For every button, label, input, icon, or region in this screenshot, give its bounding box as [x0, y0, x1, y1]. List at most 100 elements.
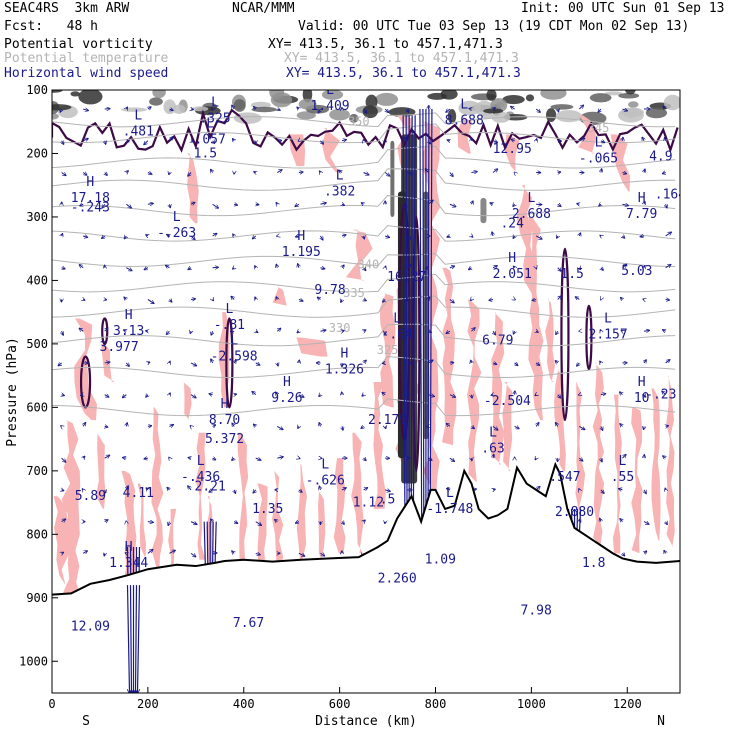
extremum-value: 1.5 [194, 146, 217, 161]
extremum-value: 1.8 [582, 556, 605, 571]
wind-arrow [61, 173, 66, 176]
wind-arrow [169, 173, 170, 175]
extremum-marker: L [211, 96, 219, 111]
wind-arrow [577, 363, 580, 366]
extremum-value: 12.09 [71, 619, 110, 634]
wind-arrow [211, 169, 213, 172]
extremum-value: .325 [199, 112, 230, 127]
pv-fill-streak [272, 286, 288, 306]
extremum-value: 2.179 [368, 413, 407, 428]
wind-arrow [144, 140, 149, 145]
wind-arrow [600, 141, 605, 143]
wind-arrow [254, 172, 256, 173]
wind-arrow [146, 488, 148, 490]
extremum-value: 17.18 [71, 191, 110, 206]
wind-arrow [234, 490, 235, 493]
pv-shade-blob [152, 90, 166, 99]
wind-arrow [536, 423, 539, 427]
terrain-fill [52, 464, 680, 693]
extremum-marker: H [341, 346, 349, 361]
pv-shade-blob [52, 90, 63, 93]
wind-arrow [622, 109, 627, 111]
wind-arrow [190, 331, 191, 333]
extremum-value: 1.5 [560, 267, 583, 282]
extremum-marker: L [446, 486, 454, 501]
wind-arrow [126, 141, 128, 142]
wind-arrow [126, 363, 129, 366]
wind-arrow [277, 363, 278, 366]
pv-fill-streak [187, 153, 199, 224]
extremum-value: -.626 [306, 473, 345, 488]
wind-arrow [209, 490, 212, 492]
wind-arrow [104, 455, 110, 458]
pv-fill-streak [345, 229, 373, 281]
wind-arrow [557, 236, 558, 238]
extremum-marker: H [638, 375, 646, 390]
wind-arrow [536, 363, 539, 365]
wind-arrow [276, 264, 277, 267]
extremum-value: .5 [380, 492, 396, 507]
wind-arrow [621, 331, 622, 332]
wind-arrow [188, 268, 191, 270]
wind-arrow [277, 328, 280, 331]
wind-arrow [211, 359, 213, 364]
extremum-marker: L [326, 83, 334, 98]
extremum-value: 1.326 [325, 362, 364, 377]
wind-arrow [320, 171, 321, 172]
wind-arrow [252, 392, 257, 395]
wind-arrow [575, 297, 580, 300]
wind-arrow [319, 423, 320, 427]
wind-arrow [147, 203, 153, 204]
field-label-pv: Potential vorticity [4, 37, 153, 52]
pv-fill-streak [237, 432, 249, 573]
wind-arrow [253, 490, 256, 493]
pv-fill-streak [168, 508, 177, 573]
extremum-marker: H [638, 191, 646, 206]
wind-arrow [579, 268, 580, 270]
wind-arrow [124, 330, 127, 331]
pv-fill-streak [575, 381, 586, 522]
pv-shade-blob [321, 90, 344, 100]
wind-arrow [535, 235, 542, 239]
pv-fill-streak [272, 470, 284, 573]
extremum-marker: L [230, 334, 238, 349]
wind-arrow [666, 522, 668, 525]
wind-arrow [298, 426, 299, 428]
pv-fill-streak [610, 134, 631, 192]
wind-jet-arrow [406, 115, 407, 572]
extremum-marker: L [619, 454, 627, 469]
wind-arrow [190, 363, 196, 366]
wind-arrow [232, 105, 234, 110]
wind-arrow [231, 331, 235, 332]
theta-contour [52, 253, 676, 267]
wind-jet-arrow [137, 585, 141, 693]
y-tick-label: 1000 [19, 654, 48, 668]
wind-arrow [147, 522, 153, 523]
wind-arrow [643, 522, 649, 525]
wind-arrow [253, 236, 256, 239]
theta-label: 325 [377, 343, 399, 357]
pv-fill-streak [296, 337, 328, 357]
wind-arrow [298, 553, 305, 556]
wind-arrow [600, 330, 601, 331]
wind-arrow [147, 550, 153, 554]
extremum-marker: H [125, 540, 133, 555]
wind-arrow [532, 299, 537, 300]
wind-arrow [169, 425, 173, 427]
extremum-value: 8.70 [209, 413, 240, 428]
extremum-marker: L [173, 210, 181, 225]
wind-arrow [146, 395, 148, 397]
pv-fill-streak [257, 483, 268, 567]
pv-shade-blob [233, 112, 262, 124]
wind-arrow [555, 361, 558, 363]
wind-arrow [124, 236, 126, 239]
wind-arrow [644, 551, 647, 553]
pv-shade-blob [349, 113, 359, 123]
extremum-value: -.23 [645, 388, 676, 403]
wind-jet-arrow [419, 109, 422, 585]
wind-arrow [446, 109, 451, 112]
wind-arrow [471, 328, 474, 331]
wind-arrow [491, 395, 493, 396]
wind-arrow [123, 458, 127, 459]
wind-arrow [169, 109, 172, 110]
